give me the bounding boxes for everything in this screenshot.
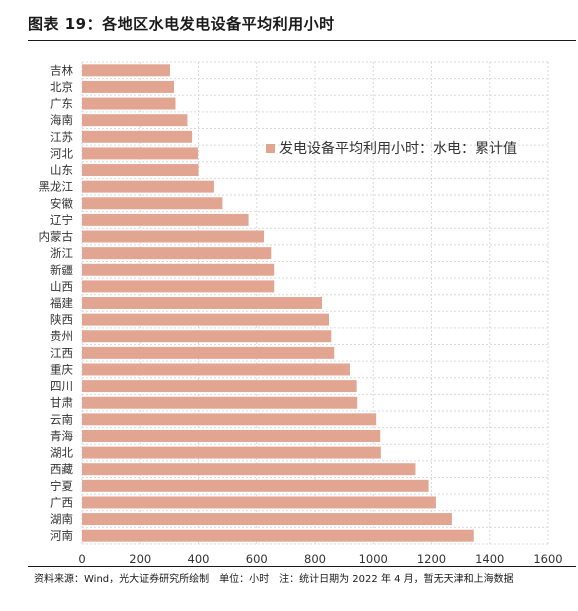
x-tick-label: 400 [188, 552, 210, 564]
category-label: 福建 [50, 296, 73, 310]
bar-北京 [82, 80, 175, 93]
bar-西藏 [82, 463, 416, 476]
x-tick-label: 1400 [475, 552, 504, 564]
category-label: 辽宁 [50, 213, 73, 227]
bar-河北 [82, 147, 198, 160]
x-tick-label: 800 [304, 552, 326, 564]
category-label: 甘肃 [50, 396, 73, 410]
x-tick-label: 1000 [359, 552, 388, 564]
category-label: 青海 [50, 429, 73, 443]
bar-四川 [82, 380, 357, 393]
category-label: 广西 [50, 495, 73, 509]
bar-广西 [82, 496, 436, 509]
bar-江西 [82, 346, 335, 359]
category-label: 江苏 [50, 130, 73, 144]
bar-云南 [82, 413, 377, 426]
category-label: 四川 [50, 379, 73, 393]
bar-辽宁 [82, 213, 249, 226]
category-label: 安徽 [50, 196, 73, 210]
category-label: 山西 [50, 279, 73, 293]
category-label: 河南 [50, 529, 73, 543]
bar-福建 [82, 297, 322, 309]
bar-贵州 [82, 330, 332, 343]
grid-layer [81, 61, 549, 545]
category-label-layer: 吉林北京广东海南江苏河北山东黑龙江安徽辽宁内蒙古浙江新疆山西福建陕西贵州江西重庆… [39, 63, 74, 542]
category-label: 重庆 [50, 362, 73, 376]
category-label: 北京 [50, 80, 73, 94]
x-tick-label: 600 [246, 552, 268, 564]
footer-divider [28, 566, 576, 567]
bar-青海 [82, 429, 381, 442]
bar-内蒙古 [82, 230, 265, 243]
x-tick-label: 0 [78, 552, 85, 564]
bar-广东 [82, 97, 176, 110]
bar-甘肃 [82, 396, 358, 409]
source-note: 资料来源：Wind，光大证券研究所绘制 单位：小时 注：统计日期为 2022 年… [34, 574, 514, 585]
bar-海南 [82, 114, 188, 127]
category-label: 内蒙古 [39, 230, 74, 244]
bar-layer [82, 64, 474, 542]
bar-山西 [82, 280, 275, 293]
chart-area: 吉林北京广东海南江苏河北山东黑龙江安徽辽宁内蒙古浙江新疆山西福建陕西贵州江西重庆… [0, 44, 578, 566]
bar-黑龙江 [82, 180, 214, 193]
category-label: 吉林 [50, 63, 73, 77]
x-tick-label: 1200 [417, 552, 446, 564]
category-label: 浙江 [50, 246, 73, 260]
category-label: 湖北 [50, 446, 73, 460]
bar-浙江 [82, 247, 272, 260]
legend: 发电设备平均利用小时：水电：累计值 [266, 140, 517, 157]
x-tick-label: 1600 [533, 552, 562, 564]
bar-湖南 [82, 513, 452, 526]
category-label: 湖南 [50, 512, 73, 526]
category-label: 黑龙江 [39, 180, 74, 194]
bar-重庆 [82, 363, 350, 376]
bar-吉林 [82, 64, 170, 77]
category-label: 陕西 [50, 313, 73, 327]
bar-河南 [82, 529, 474, 542]
category-label: 广东 [50, 97, 73, 111]
bar-陕西 [82, 313, 329, 326]
bar-山东 [82, 164, 199, 177]
category-label: 新疆 [50, 263, 73, 277]
category-label: 宁夏 [50, 479, 73, 493]
category-label: 江西 [50, 346, 73, 360]
bar-江苏 [82, 130, 193, 143]
x-tick-layer: 0 200 400 600 800 1000 1200 1400 1600 [78, 552, 562, 566]
legend-swatch [266, 144, 275, 153]
bar-宁夏 [82, 479, 429, 492]
category-label: 河北 [50, 146, 73, 160]
bar-新疆 [82, 263, 275, 276]
category-label: 贵州 [50, 329, 73, 343]
title-divider [28, 40, 576, 41]
chart-title: 图表 19：各地区水电发电设备平均利用小时 [28, 15, 335, 33]
category-label: 海南 [50, 113, 73, 127]
bar-chart: 吉林北京广东海南江苏河北山东黑龙江安徽辽宁内蒙古浙江新疆山西福建陕西贵州江西重庆… [39, 61, 563, 566]
category-label: 云南 [50, 412, 73, 426]
category-label: 西藏 [50, 462, 73, 476]
bar-安徽 [82, 197, 223, 210]
legend-label: 发电设备平均利用小时：水电：累计值 [279, 140, 517, 157]
category-label: 山东 [50, 163, 73, 177]
bar-湖北 [82, 446, 381, 459]
x-tick-label: 200 [129, 552, 151, 564]
